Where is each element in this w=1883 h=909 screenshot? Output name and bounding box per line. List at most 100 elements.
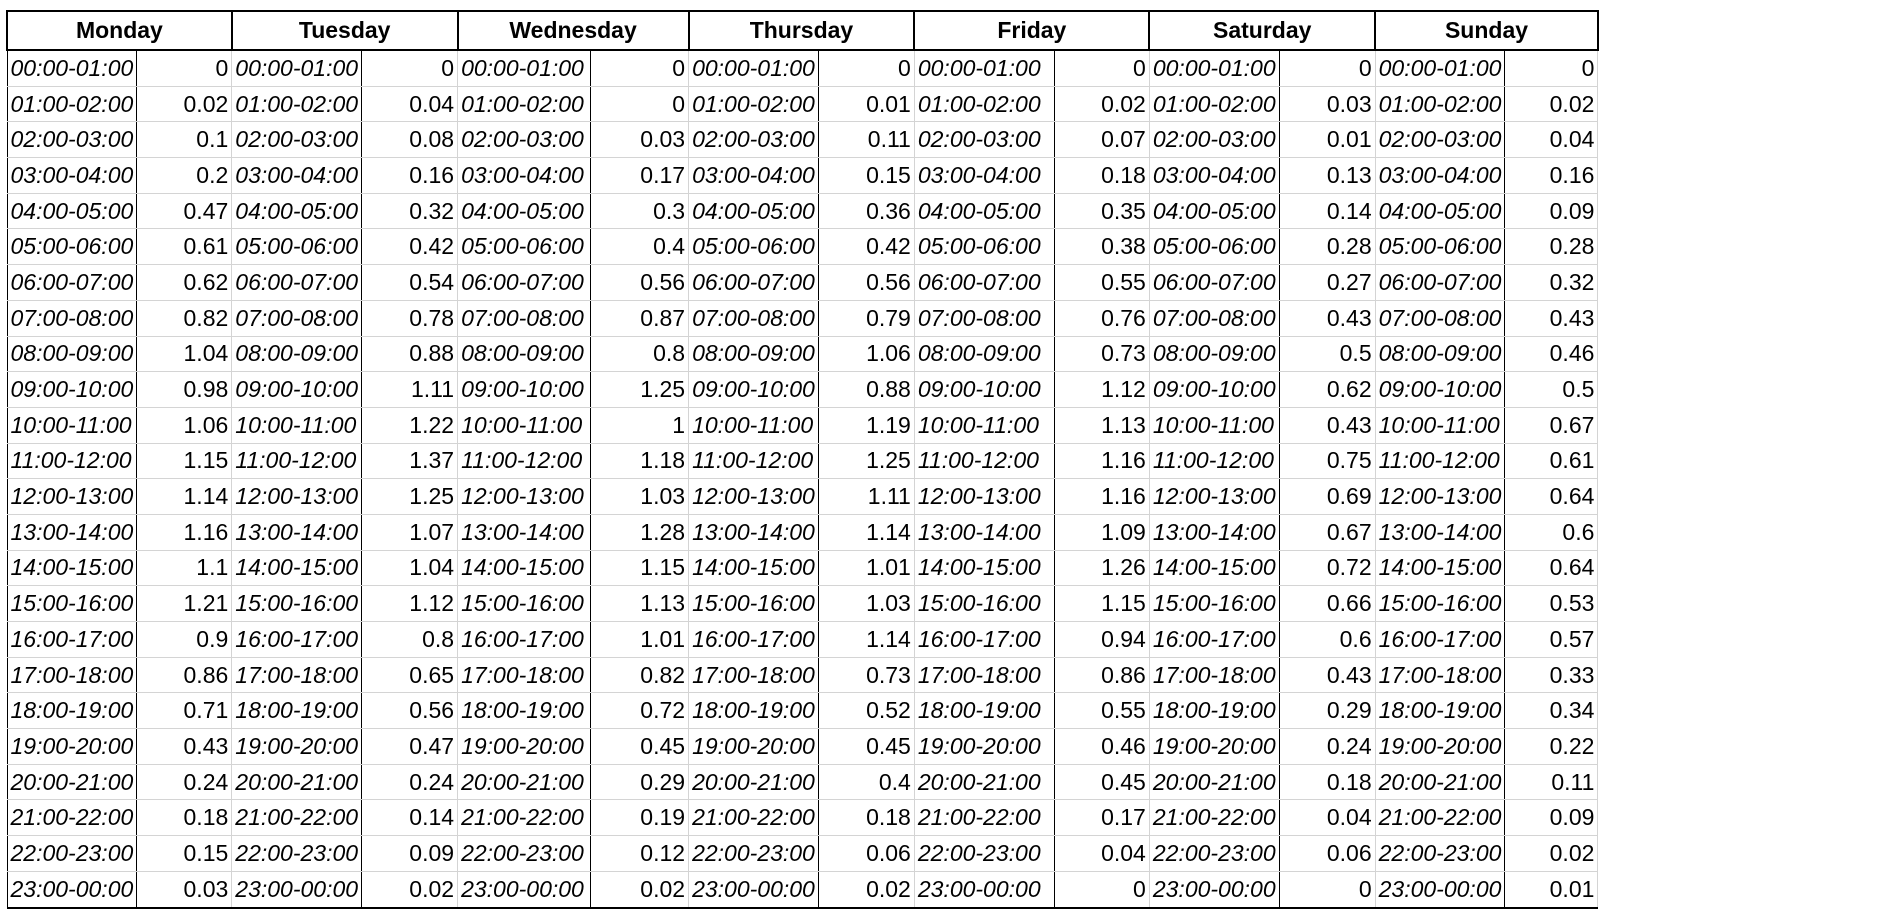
time-slot-cell[interactable]: 02:00-03:00 — [913, 121, 1055, 159]
time-slot-cell[interactable]: 08:00-09:00 — [913, 335, 1055, 373]
value-cell[interactable]: 0.04 — [1054, 835, 1150, 872]
value-cell[interactable]: 1.06 — [818, 335, 915, 373]
time-slot-cell[interactable]: 14:00-15:00 — [231, 549, 363, 587]
value-cell[interactable]: 0.02 — [136, 85, 233, 123]
time-slot-cell[interactable]: 15:00-16:00 — [913, 585, 1055, 622]
value-cell[interactable]: 0.13 — [1279, 157, 1376, 194]
time-slot-cell[interactable]: 18:00-19:00 — [231, 692, 363, 730]
time-slot-cell[interactable]: 22:00-23:00 — [1148, 835, 1280, 872]
value-cell[interactable]: 0.35 — [1054, 192, 1150, 230]
value-cell[interactable]: 0.43 — [1279, 656, 1376, 694]
time-slot-cell[interactable]: 08:00-09:00 — [457, 335, 592, 373]
value-cell[interactable]: 0 — [1054, 49, 1150, 87]
time-slot-cell[interactable]: 06:00-07:00 — [688, 264, 819, 301]
value-cell[interactable]: 1.01 — [818, 549, 915, 587]
time-slot-cell[interactable]: 03:00-04:00 — [688, 157, 819, 194]
time-slot-cell[interactable]: 01:00-02:00 — [231, 85, 363, 123]
value-cell[interactable]: 0.88 — [361, 335, 459, 373]
time-slot-cell[interactable]: 18:00-19:00 — [1148, 692, 1280, 730]
value-cell[interactable]: 0.12 — [590, 835, 690, 872]
value-cell[interactable]: 1.15 — [1054, 585, 1150, 622]
value-cell[interactable]: 0.02 — [361, 870, 459, 909]
value-cell[interactable]: 0.15 — [136, 835, 233, 872]
day-header-friday[interactable]: Friday — [913, 10, 1150, 51]
value-cell[interactable]: 0.42 — [818, 228, 915, 266]
time-slot-cell[interactable]: 20:00-21:00 — [688, 763, 819, 801]
time-slot-cell[interactable]: 02:00-03:00 — [231, 121, 363, 159]
time-slot-cell[interactable]: 16:00-17:00 — [688, 621, 819, 658]
time-slot-cell[interactable]: 07:00-08:00 — [1148, 299, 1280, 337]
time-slot-cell[interactable]: 07:00-08:00 — [688, 299, 819, 337]
value-cell[interactable]: 0.03 — [590, 121, 690, 159]
value-cell[interactable]: 0.43 — [1279, 406, 1376, 444]
time-slot-cell[interactable]: 11:00-12:00 — [457, 442, 592, 480]
time-slot-cell[interactable]: 06:00-07:00 — [6, 264, 138, 301]
value-cell[interactable]: 0.47 — [361, 728, 459, 765]
time-slot-cell[interactable]: 20:00-21:00 — [913, 763, 1055, 801]
value-cell[interactable]: 0.5 — [1504, 371, 1599, 408]
time-slot-cell[interactable]: 14:00-15:00 — [913, 549, 1055, 587]
time-slot-cell[interactable]: 13:00-14:00 — [457, 513, 592, 551]
time-slot-cell[interactable]: 05:00-06:00 — [1148, 228, 1280, 266]
value-cell[interactable]: 0.04 — [1504, 121, 1599, 159]
value-cell[interactable]: 0.86 — [1054, 656, 1150, 694]
time-slot-cell[interactable]: 05:00-06:00 — [688, 228, 819, 266]
value-cell[interactable]: 0.64 — [1504, 549, 1599, 587]
value-cell[interactable]: 0.01 — [1279, 121, 1376, 159]
time-slot-cell[interactable]: 10:00-11:00 — [1374, 406, 1506, 444]
time-slot-cell[interactable]: 03:00-04:00 — [1148, 157, 1280, 194]
time-slot-cell[interactable]: 20:00-21:00 — [457, 763, 592, 801]
value-cell[interactable]: 1.12 — [361, 585, 459, 622]
value-cell[interactable]: 0.79 — [818, 299, 915, 337]
time-slot-cell[interactable]: 18:00-19:00 — [1374, 692, 1506, 730]
value-cell[interactable]: 0.45 — [818, 728, 915, 765]
day-header-tuesday[interactable]: Tuesday — [230, 10, 459, 51]
value-cell[interactable]: 0.24 — [361, 763, 459, 801]
time-slot-cell[interactable]: 11:00-12:00 — [913, 442, 1055, 480]
time-slot-cell[interactable]: 17:00-18:00 — [688, 656, 819, 694]
time-slot-cell[interactable]: 02:00-03:00 — [6, 121, 138, 159]
time-slot-cell[interactable]: 16:00-17:00 — [6, 621, 138, 658]
value-cell[interactable]: 0.5 — [1279, 335, 1376, 373]
time-slot-cell[interactable]: 01:00-02:00 — [1374, 85, 1506, 123]
time-slot-cell[interactable]: 07:00-08:00 — [913, 299, 1055, 337]
time-slot-cell[interactable]: 04:00-05:00 — [231, 192, 363, 230]
value-cell[interactable]: 1.16 — [1054, 478, 1150, 515]
value-cell[interactable]: 1.16 — [136, 513, 233, 551]
time-slot-cell[interactable]: 09:00-10:00 — [913, 371, 1055, 408]
time-slot-cell[interactable]: 07:00-08:00 — [1374, 299, 1506, 337]
day-header-sunday[interactable]: Sunday — [1374, 10, 1599, 51]
value-cell[interactable]: 0.67 — [1279, 513, 1376, 551]
value-cell[interactable]: 1.25 — [590, 371, 690, 408]
value-cell[interactable]: 0 — [136, 49, 233, 87]
time-slot-cell[interactable]: 02:00-03:00 — [688, 121, 819, 159]
value-cell[interactable]: 0.22 — [1504, 728, 1599, 765]
value-cell[interactable]: 0 — [1504, 49, 1599, 87]
value-cell[interactable]: 1.03 — [818, 585, 915, 622]
day-header-wednesday[interactable]: Wednesday — [456, 10, 690, 51]
time-slot-cell[interactable]: 01:00-02:00 — [457, 85, 592, 123]
time-slot-cell[interactable]: 16:00-17:00 — [913, 621, 1055, 658]
time-slot-cell[interactable]: 11:00-12:00 — [6, 442, 138, 480]
time-slot-cell[interactable]: 12:00-13:00 — [1148, 478, 1280, 515]
value-cell[interactable]: 1.06 — [136, 406, 233, 444]
value-cell[interactable]: 0.65 — [361, 656, 459, 694]
value-cell[interactable]: 0.4 — [818, 763, 915, 801]
value-cell[interactable]: 0.8 — [590, 335, 690, 373]
time-slot-cell[interactable]: 00:00-01:00 — [231, 49, 363, 87]
time-slot-cell[interactable]: 21:00-22:00 — [1148, 799, 1280, 837]
value-cell[interactable]: 0.02 — [1504, 835, 1599, 872]
time-slot-cell[interactable]: 12:00-13:00 — [231, 478, 363, 515]
value-cell[interactable]: 0.02 — [818, 870, 915, 909]
time-slot-cell[interactable]: 02:00-03:00 — [1148, 121, 1280, 159]
value-cell[interactable]: 0.3 — [590, 192, 690, 230]
value-cell[interactable]: 0.11 — [1504, 763, 1599, 801]
value-cell[interactable]: 0.28 — [1279, 228, 1376, 266]
value-cell[interactable]: 0.6 — [1504, 513, 1599, 551]
time-slot-cell[interactable]: 17:00-18:00 — [1374, 656, 1506, 694]
time-slot-cell[interactable]: 20:00-21:00 — [1148, 763, 1280, 801]
time-slot-cell[interactable]: 16:00-17:00 — [1148, 621, 1280, 658]
time-slot-cell[interactable]: 23:00-00:00 — [457, 870, 592, 909]
value-cell[interactable]: 0.14 — [361, 799, 459, 837]
value-cell[interactable]: 1.28 — [590, 513, 690, 551]
